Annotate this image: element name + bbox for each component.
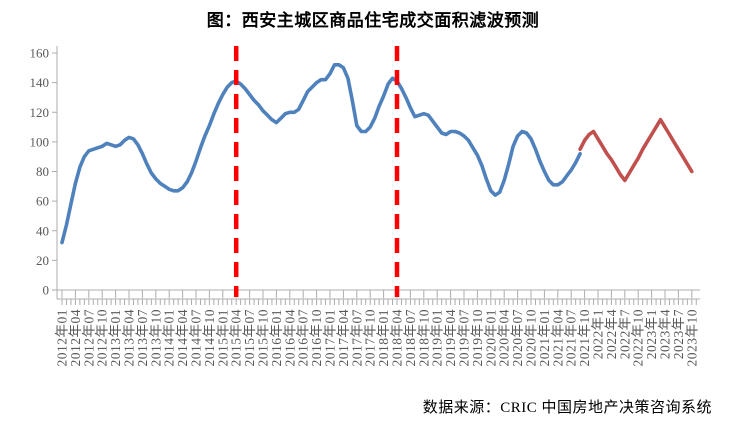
x-tick-label: 2018年01	[376, 309, 391, 367]
forecast-series-line	[578, 117, 694, 183]
x-tick-label: 2013年04	[122, 309, 137, 367]
x-tick-label: 2012年01	[55, 309, 70, 367]
x-tick-label: 2019年04	[443, 309, 458, 367]
x-tick-label: 2012年04	[68, 309, 83, 367]
x-tick-label: 2017年01	[323, 309, 338, 367]
x-tick-label: 2018年07	[403, 309, 418, 367]
y-axis: 0 20 40 60 80 100 120 140 160	[30, 46, 58, 299]
y-tick-label: 140	[30, 75, 50, 90]
x-tick-label: 2014年07	[189, 309, 204, 367]
x-tick-label: 2013年10	[148, 309, 163, 367]
x-tick-label: 2016年01	[269, 309, 284, 367]
y-tick-label: 120	[30, 105, 50, 120]
x-tick-label: 2021年07	[564, 309, 579, 367]
data-source: 数据来源：CRIC 中国房地产决策咨询系统	[422, 400, 712, 416]
x-tick-label: 2017年07	[349, 309, 364, 367]
x-tick-label: 2021年01	[537, 309, 552, 367]
x-tick-label: 2020年07	[510, 309, 525, 367]
y-tick-label: 160	[30, 46, 50, 61]
x-tick-label: 2023年10	[684, 309, 699, 367]
x-tick-label: 2014年01	[162, 309, 177, 367]
x-tick-label: 2017年10	[363, 309, 378, 367]
x-tick-label: 2015年04	[229, 309, 244, 367]
x-tick-label: 2022年7	[617, 309, 632, 359]
x-tick-label: 2019年10	[470, 309, 485, 367]
chart-title: 图：西安主城区商品住宅成交面积滤波预测	[206, 11, 540, 30]
x-tick-label: 2023年7	[671, 309, 686, 359]
x-tick-label: 2015年01	[215, 309, 230, 367]
x-tick-label: 2013年07	[135, 309, 150, 367]
x-tick-label: 2019年07	[457, 309, 472, 367]
x-tick-label: 2017年04	[336, 309, 351, 367]
x-tick-label: 2018年04	[390, 309, 405, 367]
historical-series-line	[60, 63, 582, 245]
x-tick-label: 2022年10	[631, 309, 646, 367]
x-tick-label: 2021年10	[577, 309, 592, 367]
x-tick-label: 2015年10	[256, 309, 271, 367]
y-tick-label: 40	[36, 223, 49, 238]
x-tick-label: 2014年04	[175, 309, 190, 367]
x-tick-label: 2020年04	[497, 309, 512, 367]
x-tick-label: 2023年4	[658, 309, 673, 359]
x-tick-label: 2014年10	[202, 309, 217, 367]
x-tick-label: 2020年10	[524, 309, 539, 367]
x-tick-label: 2022年4	[604, 309, 619, 359]
x-tick-label: 2015年07	[242, 309, 257, 367]
y-tick-label: 80	[36, 164, 49, 179]
x-tick-label: 2012年07	[81, 309, 96, 367]
y-tick-label: 60	[36, 194, 49, 209]
x-tick-label: 2016年10	[309, 309, 324, 367]
x-tick-label: 2016年07	[296, 309, 311, 367]
x-tick-label: 2020年01	[483, 309, 498, 367]
x-tick-label: 2022年1	[591, 309, 606, 359]
x-axis: 2012年012012年042012年072012年102013年012013年…	[55, 289, 700, 367]
x-tick-label: 2012年10	[95, 309, 110, 367]
x-tick-label: 2018年10	[416, 309, 431, 367]
y-tick-label: 20	[36, 253, 49, 268]
y-tick-label: 100	[30, 134, 50, 149]
x-tick-label: 2023年1	[644, 309, 659, 359]
y-tick-label: 0	[43, 283, 50, 298]
x-tick-label: 2021年04	[550, 309, 565, 367]
x-tick-label: 2019年01	[430, 309, 445, 367]
x-tick-label: 2016年04	[282, 309, 297, 367]
x-tick-label: 2013年01	[108, 309, 123, 367]
